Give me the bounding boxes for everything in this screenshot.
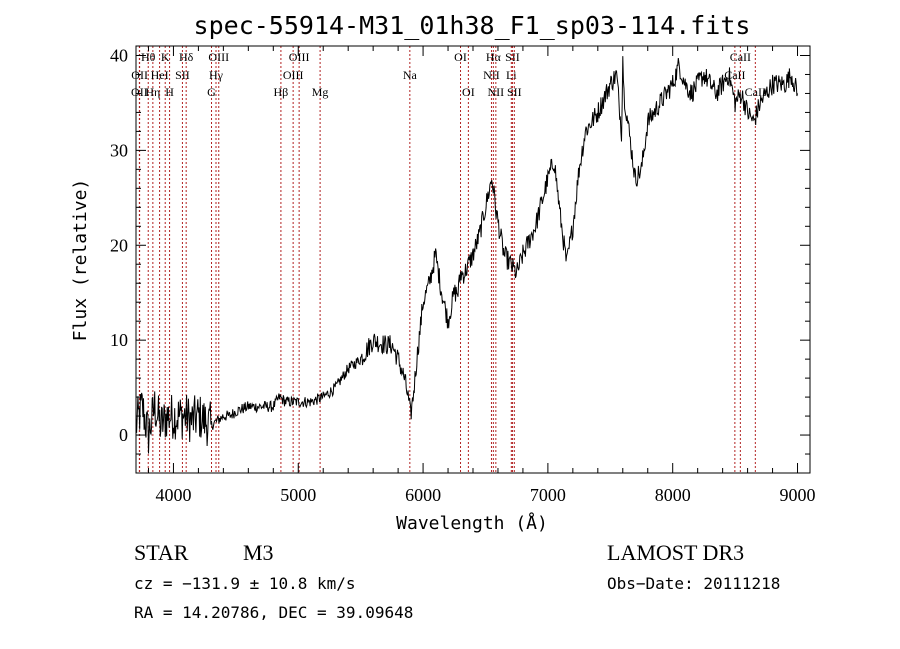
marker-label: Hα	[486, 50, 502, 64]
marker-label: G	[207, 85, 216, 99]
y-tick-label: 0	[119, 425, 128, 445]
marker-label: SII	[507, 85, 522, 99]
marker-label: H	[165, 85, 174, 99]
spectrum-line	[135, 56, 798, 454]
y-tick-label: 30	[110, 140, 128, 160]
ra-dec: RA = 14.20786, DEC = 39.09648	[134, 603, 413, 622]
x-axis-label: Wavelength (Å)	[396, 512, 548, 534]
marker-label: K	[161, 50, 170, 64]
survey-name: LAMOST DR3	[607, 540, 744, 565]
chart-title: spec-55914-M31_01h38_F1_sp03-114.fits	[194, 11, 751, 40]
marker-label: Li	[506, 68, 517, 82]
marker-label: OII	[131, 68, 148, 82]
y-tick-label: 10	[110, 330, 128, 350]
marker-label: HeI	[151, 68, 169, 82]
x-tick-label: 6000	[405, 485, 441, 505]
marker-label: CaII	[730, 50, 751, 64]
marker-label: OIII	[208, 50, 229, 64]
marker-label: OI	[462, 85, 475, 99]
marker-label: Hβ	[274, 85, 289, 99]
marker-label: NII	[488, 85, 505, 99]
x-tick-label: 9000	[780, 485, 816, 505]
x-tick-label: 4000	[155, 485, 191, 505]
marker-label: Hη	[145, 85, 160, 99]
spectrum-series	[135, 56, 798, 454]
line-markers: OIIOIIHθHηHeIKHSIIHδGHγOIIIHβOIIIOIIIMgN…	[131, 46, 766, 473]
object-class: STAR	[134, 540, 189, 565]
marker-label: CaII	[745, 85, 766, 99]
marker-label: SII	[505, 50, 520, 64]
y-tick-label: 40	[110, 45, 128, 65]
marker-label: Mg	[312, 85, 329, 99]
marker-label: OIII	[289, 50, 310, 64]
marker-label: Hγ	[209, 68, 224, 82]
x-tick-label: 5000	[280, 485, 316, 505]
observation-date: Obs−Date: 20111218	[607, 574, 780, 593]
marker-label: Na	[403, 68, 418, 82]
marker-label: Hδ	[179, 50, 194, 64]
marker-label: OIII	[283, 68, 304, 82]
marker-label: SII	[175, 68, 190, 82]
y-tick-label: 20	[110, 235, 128, 255]
x-tick-label: 8000	[655, 485, 691, 505]
marker-label: OI	[454, 50, 467, 64]
axes: 4000 5000 6000 7000 8000 9000 0 10 20 30 40	[110, 45, 816, 505]
x-tick-label: 7000	[530, 485, 566, 505]
object-subclass: M3	[243, 540, 274, 565]
plot-frame	[135, 45, 811, 474]
y-axis-label: Flux (relative)	[70, 179, 91, 342]
marker-label: Hθ	[141, 50, 156, 64]
marker-label: NII	[483, 68, 500, 82]
redshift-cz: cz = −131.9 ± 10.8 km/s	[134, 574, 356, 593]
